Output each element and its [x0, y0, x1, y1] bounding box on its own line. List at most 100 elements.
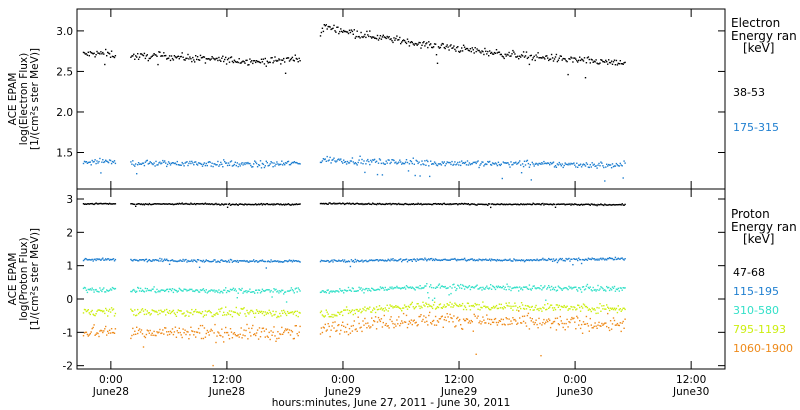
proton-point [290, 311, 293, 314]
electron-point [142, 54, 145, 57]
proton-point [339, 202, 341, 204]
proton-point [429, 286, 431, 288]
proton-point [85, 289, 88, 291]
electron-point [181, 161, 183, 164]
proton-point [569, 321, 571, 324]
electron-point [268, 61, 270, 63]
proton-point [450, 292, 452, 295]
electron-point [258, 164, 261, 167]
proton-point [208, 203, 210, 205]
proton-point [392, 258, 394, 260]
electron-point [330, 162, 332, 164]
proton-point [222, 292, 224, 294]
proton-ytick-label: 0 [66, 294, 73, 306]
electron-point [270, 161, 272, 163]
proton-point [262, 327, 265, 329]
electron-point [539, 162, 541, 165]
electron-point [136, 173, 138, 175]
proton-point [206, 329, 208, 332]
proton-point [328, 261, 330, 263]
proton-point [475, 204, 477, 206]
proton-point [424, 257, 426, 259]
electron-point [587, 166, 590, 168]
proton-point [147, 330, 149, 332]
proton-point [546, 259, 548, 262]
proton-point [373, 289, 375, 291]
proton-point [375, 306, 378, 308]
electron-point [361, 36, 363, 38]
proton-point [190, 312, 192, 314]
proton-point [358, 260, 360, 263]
proton-point [233, 260, 236, 262]
proton-point [419, 258, 421, 260]
electron-point [419, 42, 421, 44]
proton-point [290, 287, 293, 289]
electron-point [275, 59, 277, 62]
proton-point [149, 329, 151, 332]
electron-point [413, 44, 415, 46]
proton-point [338, 312, 340, 314]
proton-point [400, 288, 402, 290]
proton-point [513, 305, 515, 307]
proton-point [508, 203, 510, 205]
proton-point [472, 259, 474, 262]
proton-point [233, 332, 236, 334]
proton-point [153, 286, 155, 288]
proton-point [133, 333, 135, 336]
electron-point [269, 61, 271, 64]
proton-point [573, 203, 575, 206]
proton-point [197, 327, 200, 330]
proton-point [278, 261, 280, 263]
proton-point [209, 260, 211, 263]
electron-point [395, 37, 397, 40]
proton-point [200, 337, 203, 340]
proton-point [574, 203, 576, 205]
proton-point [540, 204, 542, 206]
electron-point [541, 57, 543, 59]
electron-point [244, 62, 246, 64]
proton-point [204, 291, 207, 293]
proton-point [226, 290, 229, 292]
proton-point [177, 203, 179, 205]
proton-point [457, 204, 459, 206]
proton-point [451, 287, 453, 289]
proton-point [391, 203, 393, 205]
electron-point [609, 62, 612, 64]
electron-point [166, 163, 169, 166]
proton-point [235, 306, 237, 309]
proton-point [146, 288, 148, 290]
proton-point [450, 203, 452, 206]
proton-point [366, 287, 368, 290]
proton-point [278, 337, 280, 339]
electron-point [214, 59, 216, 61]
proton-point [178, 260, 180, 262]
proton-point [251, 203, 253, 206]
electron-point [211, 162, 213, 164]
proton-point [281, 310, 283, 312]
proton-point [262, 290, 265, 292]
proton-point [453, 283, 455, 285]
proton-point [92, 260, 94, 262]
proton-point [606, 285, 608, 288]
proton-point [166, 308, 168, 311]
proton-point [528, 284, 531, 286]
proton-point [541, 258, 543, 261]
proton-point [114, 312, 117, 315]
electron-point [445, 45, 447, 48]
proton-point [375, 328, 378, 330]
proton-point [147, 259, 149, 262]
proton-point [579, 288, 582, 291]
proton-point [372, 259, 374, 262]
electron-point [287, 57, 290, 59]
proton-point [561, 306, 563, 308]
proton-point [96, 202, 98, 205]
proton-point [428, 303, 430, 306]
chart-marks: 1.52.02.53.038-53175-315-2-1012347-68115… [56, 9, 793, 398]
proton-point [506, 203, 508, 206]
electron-point [209, 161, 211, 163]
proton-point [436, 320, 439, 322]
proton-point [341, 310, 343, 313]
electron-point [171, 162, 174, 164]
electron-point [259, 160, 262, 162]
electron-point [348, 29, 351, 31]
